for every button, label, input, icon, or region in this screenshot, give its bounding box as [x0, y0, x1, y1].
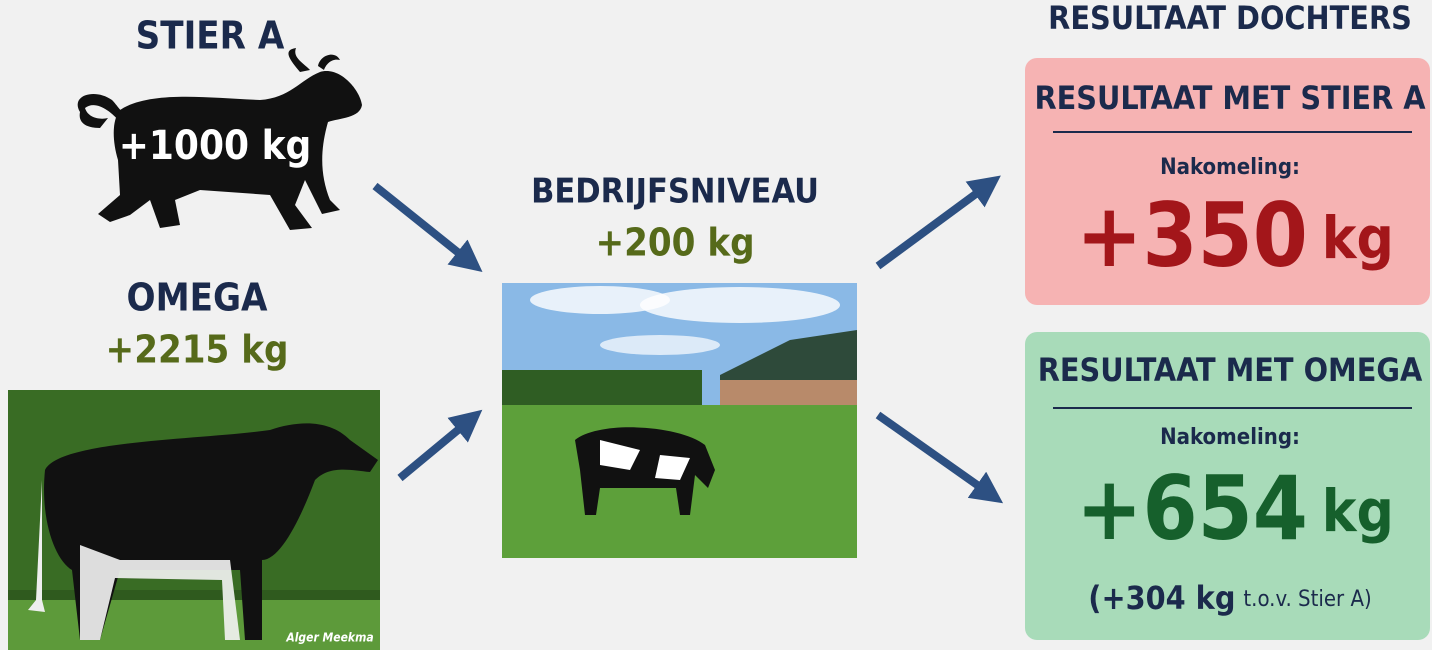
- farm-value: +200 kg: [595, 221, 754, 265]
- results-title: RESULTAAT DOCHTERS: [1048, 0, 1412, 37]
- stier-title: STIER A: [136, 14, 285, 58]
- result-unit: kg: [1322, 477, 1394, 545]
- result-number: +350: [1076, 184, 1308, 287]
- box-label: Nakomeling:: [1160, 155, 1300, 180]
- note-suffix: t.o.v. Stier A): [1243, 587, 1371, 612]
- infographic: STIER A +1000 kg OMEGA +2215 kg Alger Me…: [0, 0, 1432, 650]
- page: STIER A +1000 kg OMEGA +2215 kg Alger Me…: [0, 0, 1432, 650]
- omega-title: OMEGA: [127, 276, 269, 320]
- omega-value: +2215 kg: [106, 328, 289, 372]
- note-main: (+304 kg: [1088, 579, 1235, 617]
- photo-credit: Alger Meekma: [285, 631, 373, 645]
- omega-photo: Alger Meekma: [8, 390, 380, 650]
- stier-value: +1000 kg: [119, 123, 312, 169]
- box-label: Nakomeling:: [1160, 425, 1300, 450]
- result-unit: kg: [1322, 204, 1394, 272]
- farm-photo: [502, 283, 857, 558]
- box-title: RESULTAAT MET OMEGA: [1038, 351, 1423, 389]
- result-number: +654: [1076, 457, 1308, 560]
- box-title: RESULTAAT MET STIER A: [1034, 79, 1426, 117]
- farm-title: BEDRIJFSNIVEAU: [531, 172, 819, 212]
